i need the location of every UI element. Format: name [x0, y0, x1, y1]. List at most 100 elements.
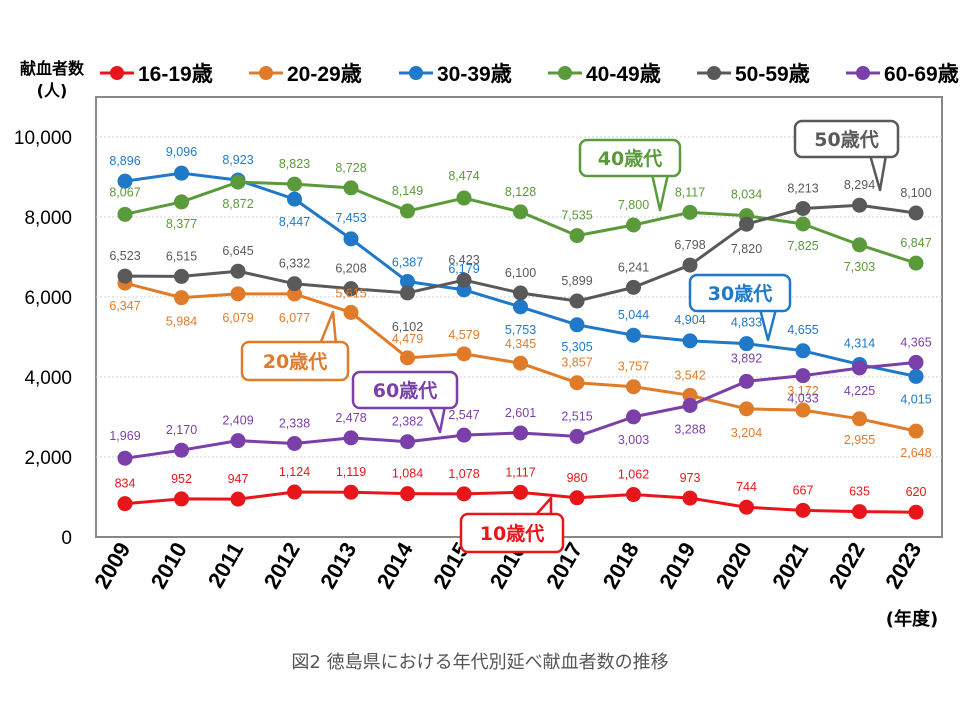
data-point	[739, 373, 754, 389]
callout-box	[688, 273, 792, 313]
data-label: 8,149	[392, 184, 423, 198]
data-label: 973	[680, 471, 701, 485]
data-label: 1,124	[279, 465, 310, 479]
callout-box	[793, 119, 900, 159]
data-label: 4,365	[900, 335, 931, 349]
data-label: 4,015	[900, 392, 931, 406]
data-label: 8,213	[787, 181, 818, 195]
data-label: 1,969	[109, 429, 140, 443]
data-label: 3,288	[674, 422, 705, 436]
data-point	[400, 434, 415, 450]
data-point	[682, 490, 698, 506]
data-point	[513, 484, 528, 500]
data-point	[569, 228, 585, 244]
legend-swatch-marker	[409, 66, 423, 80]
data-label: 8,128	[505, 185, 536, 199]
callout-text: 20歳代	[263, 351, 327, 373]
data-point	[569, 293, 585, 309]
series-lines	[117, 165, 924, 520]
data-point	[230, 491, 246, 507]
data-label: 667	[793, 483, 814, 497]
callout-text: 60歳代	[373, 380, 437, 402]
data-point	[456, 272, 472, 288]
data-label: 8,117	[675, 185, 705, 199]
data-label: 2,382	[392, 415, 423, 429]
data-label: 8,923	[222, 153, 253, 167]
data-point	[739, 401, 754, 417]
callout-30歳代: 30歳代	[688, 273, 792, 342]
legend-label: 60-69歳	[884, 63, 959, 86]
data-label: 4,225	[844, 384, 875, 398]
data-point	[174, 491, 189, 507]
data-point	[400, 274, 415, 290]
data-label: 2,170	[166, 423, 197, 437]
data-point	[174, 290, 189, 306]
figure-caption: 図2 徳島県における年代別延べ献血者数の推移	[291, 652, 668, 673]
data-point	[513, 204, 528, 220]
legend-item-60-69歳: 60-69歳	[846, 63, 959, 86]
data-point	[852, 237, 867, 253]
data-point	[174, 165, 189, 181]
data-label: 6,515	[166, 249, 197, 263]
data-label: 1,117	[505, 465, 535, 479]
data-label: 980	[567, 471, 588, 485]
y-tick-label: 4,000	[24, 368, 72, 389]
data-label: 2,955	[844, 433, 875, 447]
data-point	[908, 423, 924, 439]
data-label: 2,515	[561, 409, 592, 423]
data-label: 7,453	[335, 211, 366, 225]
data-label: 6,100	[505, 266, 536, 280]
data-point	[343, 231, 359, 247]
y-tick-label: 6,000	[24, 288, 72, 309]
legend-swatch-marker	[558, 66, 572, 80]
data-point	[456, 346, 472, 362]
data-label: 8,896	[109, 154, 140, 168]
data-label: 635	[849, 485, 870, 499]
data-point	[343, 430, 359, 446]
data-point	[400, 203, 415, 219]
data-point	[456, 486, 472, 502]
data-point	[513, 425, 528, 441]
data-point	[287, 276, 302, 292]
data-point	[456, 190, 472, 206]
data-label: 4,655	[787, 323, 818, 337]
data-point	[569, 490, 585, 506]
data-label: 5,615	[335, 286, 366, 300]
data-point	[739, 216, 754, 232]
data-label: 4,314	[844, 336, 875, 350]
series-callouts: 10歳代 20歳代 30歳代 40歳代 50歳代 60歳代	[240, 119, 900, 554]
data-point	[287, 191, 302, 207]
data-point	[739, 499, 754, 515]
data-label: 7,535	[561, 209, 592, 223]
data-point	[908, 205, 924, 221]
data-label: 834	[115, 477, 136, 491]
legend-item-40-49歳: 40-49歳	[548, 63, 661, 86]
data-label: 7,820	[731, 242, 762, 256]
data-label: 1,119	[336, 465, 366, 479]
data-point	[117, 450, 133, 466]
data-label: 4,904	[674, 313, 705, 327]
data-point	[117, 496, 133, 512]
legend-label: 20-29歳	[287, 63, 362, 86]
legend: 16-19歳 20-29歳 30-39歳 40-49歳 50-59歳 60-69歳	[100, 63, 959, 86]
data-point	[908, 368, 924, 384]
data-point	[908, 354, 924, 370]
data-point	[230, 286, 246, 302]
data-point	[682, 204, 698, 220]
data-label: 8,294	[844, 178, 875, 192]
data-label: 5,044	[618, 308, 649, 322]
callout-text: 50歳代	[814, 129, 878, 151]
callout-20歳代: 20歳代	[240, 310, 350, 382]
data-point	[626, 217, 641, 233]
data-point	[513, 299, 528, 315]
data-point	[174, 268, 189, 284]
callout-text: 30歳代	[708, 283, 772, 305]
data-label: 8,377	[166, 217, 197, 231]
data-point	[626, 379, 641, 395]
data-label: 7,303	[844, 260, 875, 274]
y-axis-label-line1: 献血者数	[20, 59, 85, 78]
data-point	[795, 216, 811, 232]
data-label: 6,347	[109, 299, 140, 313]
data-label: 2,409	[222, 414, 253, 428]
